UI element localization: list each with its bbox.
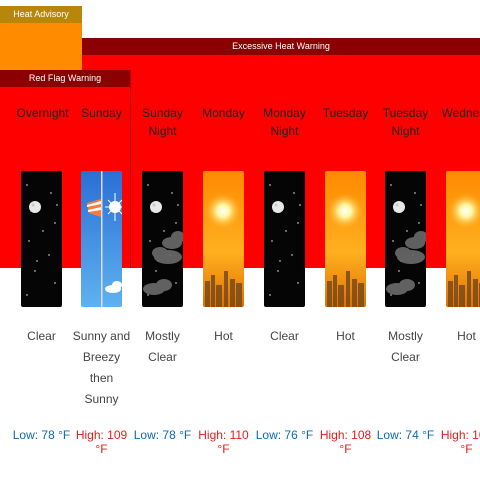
short-forecast: Hot — [194, 326, 254, 347]
period-name-line: Sunday — [81, 106, 122, 120]
period-name: Monday Night — [260, 104, 310, 140]
moon-clear-icon[interactable] — [21, 171, 62, 307]
low-temp: Low: 76 °F — [255, 428, 314, 442]
short-forecast-line: Breezy then — [82, 350, 121, 385]
red-flag-warning-banner[interactable]: Red Flag Warning — [0, 70, 131, 268]
excessive-heat-warning-banner[interactable]: Excessive Heat Warning — [82, 38, 480, 55]
moon-clear-icon[interactable] — [264, 171, 305, 307]
low-temp: Low: 78 °F — [12, 428, 71, 442]
heat-advisory-span — [0, 23, 82, 71]
period-name-line: Monday — [202, 106, 245, 120]
period-name: Overnight — [16, 104, 69, 122]
period-name-line: Night — [391, 124, 420, 138]
short-forecast-line: Mostly Clear — [145, 329, 180, 364]
period-name-line: Monday — [263, 106, 306, 120]
short-forecast-line: Clear — [27, 329, 56, 343]
period-name-line: Tuesday — [382, 106, 429, 120]
high-temp: High: 109 °F — [75, 428, 128, 456]
high-temp: High: 108 °F — [319, 428, 372, 456]
heat-advisory-banner[interactable]: Heat Advisory — [0, 6, 82, 71]
short-forecast-line: Hot — [336, 329, 355, 343]
period-name: Wednesday — [442, 104, 480, 122]
red-flag-warning-label: Red Flag Warning — [0, 70, 130, 87]
short-forecast: Mostly Clear — [376, 326, 436, 368]
period-name: Monday — [199, 104, 249, 122]
short-forecast-line: Clear — [270, 329, 299, 343]
period-name-line: Night — [148, 124, 177, 138]
short-forecast: Hot — [437, 326, 480, 347]
short-forecast-line: Sunny — [84, 392, 119, 406]
moon-mostly-clear-icon[interactable] — [142, 171, 183, 307]
short-forecast: Clear — [12, 326, 72, 347]
period-name-line: Tuesday — [322, 106, 369, 120]
heat-advisory-label: Heat Advisory — [0, 6, 82, 23]
short-forecast-line: Sunny and — [72, 329, 131, 343]
short-forecast: Mostly Clear — [133, 326, 193, 368]
short-forecast-line: Mostly Clear — [388, 329, 423, 364]
low-temp: Low: 78 °F — [133, 428, 192, 442]
moon-mostly-clear-icon[interactable] — [385, 171, 426, 307]
sunny-breezy-flag-icon[interactable] — [81, 171, 122, 307]
period-name: Sunday — [77, 104, 127, 122]
period-name-line: Overnight — [16, 106, 69, 120]
short-forecast: Clear — [255, 326, 315, 347]
hot-sun-icon[interactable] — [325, 171, 366, 307]
high-temp: High: 110 °F — [198, 428, 249, 456]
high-temp: High: 108 °F — [440, 428, 480, 456]
short-forecast-line: Hot — [457, 329, 476, 343]
period-name-line: Night — [270, 124, 299, 138]
hot-sun-icon[interactable] — [446, 171, 480, 307]
short-forecast: Sunny and Breezy then Sunny — [72, 326, 132, 410]
period-name: Sunday Night — [138, 104, 188, 140]
excessive-heat-warning-label: Excessive Heat Warning — [82, 38, 480, 55]
period-name: Tuesday Night — [381, 104, 431, 140]
period-name-line: Sunday — [142, 106, 183, 120]
short-forecast: Hot — [316, 326, 376, 347]
hot-sun-icon[interactable] — [203, 171, 244, 307]
period-name: Tuesday — [321, 104, 371, 122]
period-name-line: Wednesday — [441, 106, 480, 120]
low-temp: Low: 74 °F — [376, 428, 435, 442]
short-forecast-line: Hot — [214, 329, 233, 343]
